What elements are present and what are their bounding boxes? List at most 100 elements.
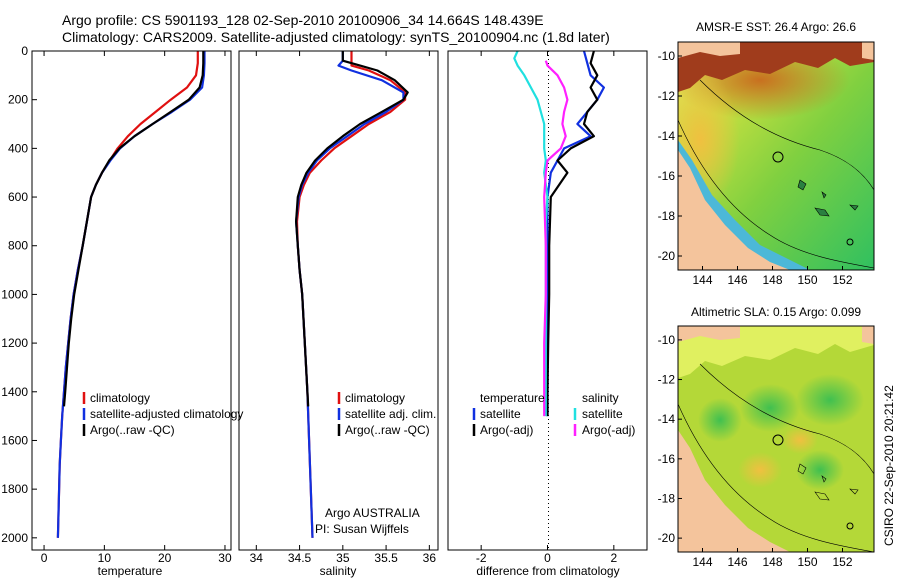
legend-satellite-label: satellite adj. clim. — [345, 407, 436, 421]
sst-map-x-ticks: 144 146 148 150 152 — [692, 266, 853, 287]
temperature-panel: 0 10 20 30 0 200 400 600 800 1000 1200 1400 1600 180… — [1, 44, 243, 578]
salinity-series-group — [295, 51, 409, 538]
difference-series-salinity-satellite — [513, 50, 549, 417]
map-x-tick-label: 146 — [727, 273, 747, 287]
map-y-tick-label: -20 — [658, 531, 676, 545]
y-tick-label: 0 — [21, 44, 28, 58]
temperature-x-label: temperature — [98, 564, 163, 578]
sla-land-north — [678, 326, 740, 342]
sla-green-eddy-4 — [698, 398, 742, 442]
salinity-series-satellite-adj-clim — [295, 51, 405, 538]
temperature-x-ticks: 0 10 20 30 — [41, 51, 232, 565]
x-tick-label: 35.5 — [374, 551, 398, 565]
salinity-series-climatology — [295, 51, 407, 538]
sst-land-north — [678, 42, 740, 58]
sla-contour-b — [678, 403, 874, 552]
difference-x-ticks: -2 0 2 — [476, 51, 617, 565]
map-y-tick-label: -16 — [658, 169, 676, 183]
difference-series-salinity-argo-adj — [543, 60, 569, 417]
x-tick-label: -2 — [476, 551, 487, 565]
difference-panel: -2 0 2 difference from climatology tempera… — [447, 50, 648, 578]
sst-map: AMSR-E SST: 26.4 Argo: 26.6 144 146 148 150… — [658, 20, 875, 287]
sla-map-title: Altimetric SLA: 0.15 Argo: 0.099 — [691, 305, 861, 319]
sst-reefs — [797, 179, 859, 217]
credit-line2: PI: Susan Wijffels — [315, 522, 409, 536]
map-x-tick-label: 152 — [832, 273, 852, 287]
map-x-tick-label: 144 — [692, 273, 712, 287]
sst-map-field — [678, 42, 874, 270]
map-x-tick-label: 150 — [797, 273, 817, 287]
map-y-tick-label: -14 — [658, 129, 676, 143]
sla-green-eddy-1 — [740, 384, 800, 432]
map-y-tick-label: -12 — [658, 89, 676, 103]
y-tick-label: 800 — [8, 239, 28, 253]
sla-land-mass — [678, 430, 790, 552]
x-tick-label: 35 — [336, 551, 350, 565]
x-tick-label: 20 — [158, 551, 172, 565]
temperature-series-satellite-adjusted-climatology — [56, 51, 206, 538]
credit-line1: Argo AUSTRALIA — [325, 506, 420, 520]
salinity-legend: climatology satellite adj. clim. Argo(..… — [337, 391, 436, 437]
difference-legend: temperature satellite Argo(-adj) salinit… — [472, 391, 635, 437]
sst-land-mass — [678, 150, 790, 270]
legend-climatology-label: climatology — [90, 391, 150, 405]
map-y-tick-label: -16 — [658, 452, 676, 466]
sla-yellow-eddy-1 — [738, 452, 782, 488]
sla-green-eddy-3 — [796, 450, 844, 490]
x-tick-label: 34.5 — [288, 551, 312, 565]
legend-climatology-label: climatology — [345, 391, 405, 405]
legend-satellite-label: satellite-adjusted climatology — [90, 407, 243, 421]
y-tick-label: 200 — [8, 93, 28, 107]
sla-map-y-ticks: -10 -12 -14 -16 -18 -20 — [658, 333, 682, 545]
legend-temp-satellite-label: satellite — [480, 407, 521, 421]
salinity-x-ticks: 34 34.5 35 35.5 36 — [250, 51, 437, 565]
map-y-tick-label: -18 — [658, 491, 676, 505]
x-tick-label: 30 — [218, 551, 232, 565]
x-tick-label: 10 — [98, 551, 112, 565]
sla-contour-a — [699, 363, 874, 475]
legend-salinity-heading: salinity — [582, 391, 619, 405]
map-y-tick-label: -10 — [658, 49, 676, 63]
map-x-tick-label: 150 — [797, 555, 817, 569]
y-tick-label: 400 — [8, 141, 28, 155]
legend-sal-argo-label: Argo(-adj) — [582, 423, 635, 437]
temperature-axes-frame — [31, 50, 232, 551]
difference-series-temperature-argo-adj — [546, 50, 599, 417]
legend-sal-satellite-label: satellite — [582, 407, 623, 421]
legend-argo-label: Argo(..raw -QC) — [90, 423, 175, 437]
map-x-tick-label: 144 — [692, 555, 712, 569]
temperature-series-climatology — [56, 51, 199, 538]
figure-title-line1: Argo profile: CS 5901193_128 02-Sep-2010… — [62, 12, 544, 28]
map-x-tick-label: 148 — [762, 555, 782, 569]
map-y-tick-label: -14 — [658, 412, 676, 426]
map-x-tick-label: 146 — [727, 555, 747, 569]
x-tick-label: 0 — [544, 551, 551, 565]
difference-series-temperature-satellite — [546, 50, 605, 417]
sla-secondary-marker — [846, 522, 854, 530]
temperature-legend: climatology satellite-adjusted climatolo… — [82, 391, 243, 437]
x-tick-label: 2 — [610, 551, 617, 565]
map-y-tick-label: -10 — [658, 333, 676, 347]
difference-series-group — [513, 50, 605, 417]
x-tick-label: 0 — [41, 551, 48, 565]
map-x-tick-label: 152 — [832, 555, 852, 569]
salinity-axes-frame — [238, 50, 439, 551]
sla-map-field — [678, 326, 874, 552]
y-tick-label: 1600 — [1, 433, 28, 447]
legend-argo-label: Argo(..raw -QC) — [345, 423, 430, 437]
sla-map: Altimetric SLA: 0.15 Argo: 0.099 144 146 1… — [658, 305, 875, 569]
x-tick-label: 36 — [423, 551, 437, 565]
salinity-panel: 34 34.5 35 35.5 36 salinity climatology sate… — [238, 50, 439, 578]
legend-temp-argo-label: Argo(-adj) — [480, 423, 533, 437]
y-tick-label: 1000 — [1, 287, 28, 301]
sla-yellow-eddy-2 — [782, 426, 818, 454]
map-y-tick-label: -18 — [658, 209, 676, 223]
difference-x-label: difference from climatology — [476, 564, 619, 578]
salinity-series-argo-raw-qc — [295, 51, 409, 407]
map-y-tick-label: -20 — [658, 249, 676, 263]
y-tick-label: 1800 — [1, 482, 28, 496]
temperature-series-group — [56, 51, 206, 538]
sla-argo-marker — [772, 434, 784, 446]
map-x-tick-label: 148 — [762, 273, 782, 287]
